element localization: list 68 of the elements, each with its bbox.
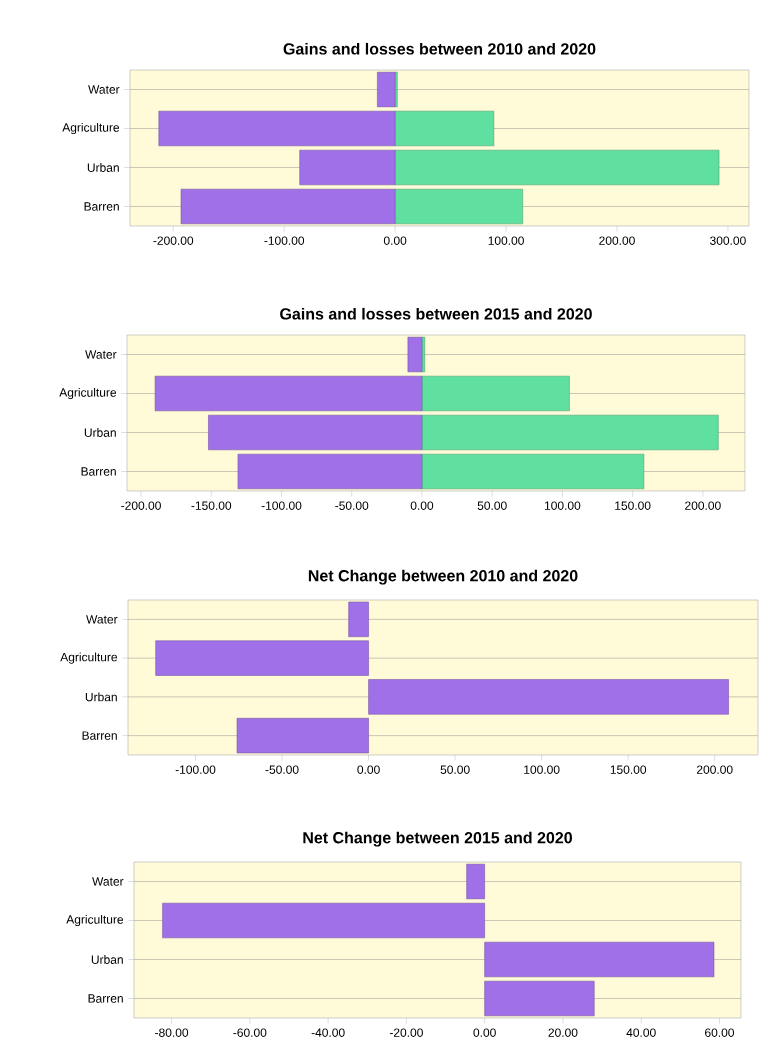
x-tick-label: 20.00 [548,1028,578,1037]
bar [208,414,423,451]
chart-title: Net Change between 2015 and 2020 [303,831,572,847]
x-tick-label: 150.00 [615,501,651,510]
x-tick-label: 100.00 [544,501,581,510]
x-tick-label: 0.00 [410,501,434,510]
y-tick-label: Barren [88,994,123,1003]
x-tick-label: -40.00 [311,1028,345,1037]
y-tick-label: Urban [85,692,117,702]
bar [377,71,396,108]
x-tick-label: 0.00 [383,236,407,245]
bar [299,149,396,186]
bar [407,336,423,373]
x-tick-label: 200.00 [696,765,733,774]
y-tick-label: Water [85,350,117,359]
x-tick-label: -80.00 [155,1028,189,1037]
y-tick-label: Barren [81,467,116,476]
x-tick-label: -100.00 [175,765,216,774]
bar [421,414,719,451]
bar [154,375,423,412]
chart-title: Gains and losses between 2015 and 2020 [280,307,592,320]
y-tick-label: Urban [91,955,123,964]
y-tick-label: Barren [84,202,119,211]
y-tick-label: Agriculture [60,652,118,664]
bar [394,149,720,186]
chart-title: Gains and losses between 2010 and 2020 [283,42,596,55]
x-tick-label: 40.00 [626,1028,656,1037]
x-tick-label: -20.00 [389,1028,423,1037]
chart-title: Net Change between 2010 and 2020 [308,569,578,585]
bar [394,110,495,147]
x-tick-label: 200.00 [599,236,635,245]
y-tick-label: Barren [82,731,117,740]
x-tick-label: 0.00 [473,1028,496,1037]
bar [421,375,570,412]
x-tick-label: -60.00 [233,1028,267,1037]
y-tick-label: Urban [87,163,119,172]
y-tick-label: Agriculture [59,387,117,400]
bar [394,188,523,225]
bar [237,453,423,490]
x-tick-label: 300.00 [710,236,746,245]
x-tick-label: -100.00 [264,236,305,245]
x-tick-label: -200.00 [121,501,161,510]
bar [180,188,396,225]
x-tick-label: -50.00 [265,765,299,774]
x-tick-label: -100.00 [261,501,302,510]
bar [158,110,396,147]
y-tick-label: Water [86,615,118,624]
bar [484,941,715,978]
x-tick-label: 0.00 [357,765,380,774]
y-tick-label: Urban [84,428,116,437]
x-tick-label: 50.00 [477,501,507,510]
bar [484,980,595,1017]
bar [162,902,485,939]
bar [421,453,645,490]
x-tick-label: 150.00 [610,765,647,774]
bar [466,863,485,900]
x-tick-label: 100.00 [524,765,560,774]
x-tick-label: -200.00 [153,236,194,245]
y-tick-label: Water [88,85,120,94]
x-tick-label: 200.00 [685,501,721,510]
x-tick-label: -150.00 [191,501,232,510]
x-tick-label: 100.00 [488,236,524,245]
x-tick-label: 60.00 [705,1028,735,1037]
y-tick-label: Agriculture [62,122,120,135]
y-tick-label: Agriculture [66,914,124,927]
x-tick-label: 50.00 [440,765,470,774]
x-tick-label: -50.00 [335,501,369,510]
y-tick-label: Water [92,877,124,886]
